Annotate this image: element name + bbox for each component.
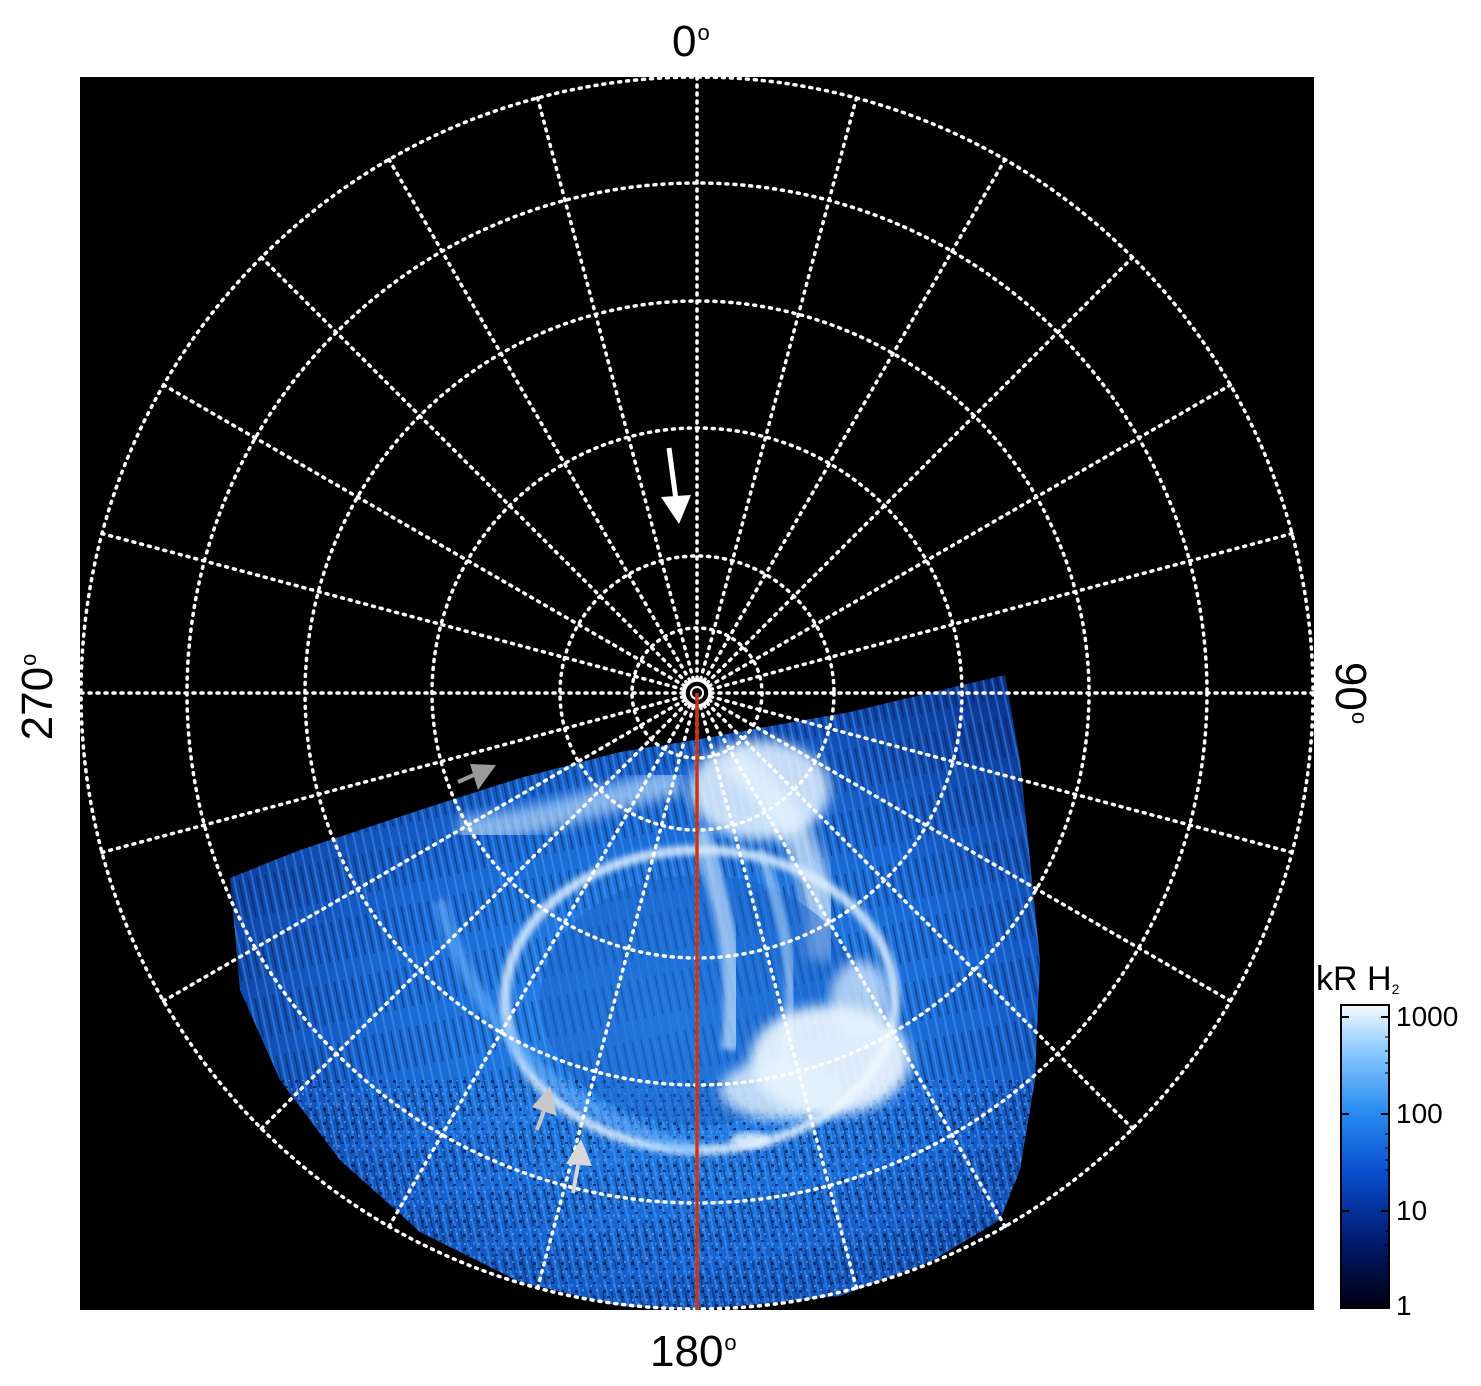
gray-arrow-left <box>457 764 496 790</box>
colorbar-tick: 1000 <box>1396 1001 1459 1032</box>
colorbar-tick: 1 <box>1396 1290 1412 1321</box>
gray-arrow-lower-2 <box>566 1139 592 1194</box>
label-270-deg: 270o <box>13 653 62 741</box>
colorbar-title: kR H2 <box>1316 960 1400 998</box>
label-90-deg: 90o <box>1326 661 1375 725</box>
label-0-deg: 0o <box>672 17 710 66</box>
colorbar <box>1340 1004 1390 1309</box>
white-arrow <box>661 447 691 524</box>
label-180-deg: 180o <box>650 1327 737 1376</box>
gray-arrow-lower-1 <box>532 1086 557 1131</box>
aurora-emission-image <box>230 675 1040 1310</box>
colorbar-tick: 100 <box>1396 1098 1443 1129</box>
colorbar-tick: 10 <box>1396 1195 1428 1226</box>
